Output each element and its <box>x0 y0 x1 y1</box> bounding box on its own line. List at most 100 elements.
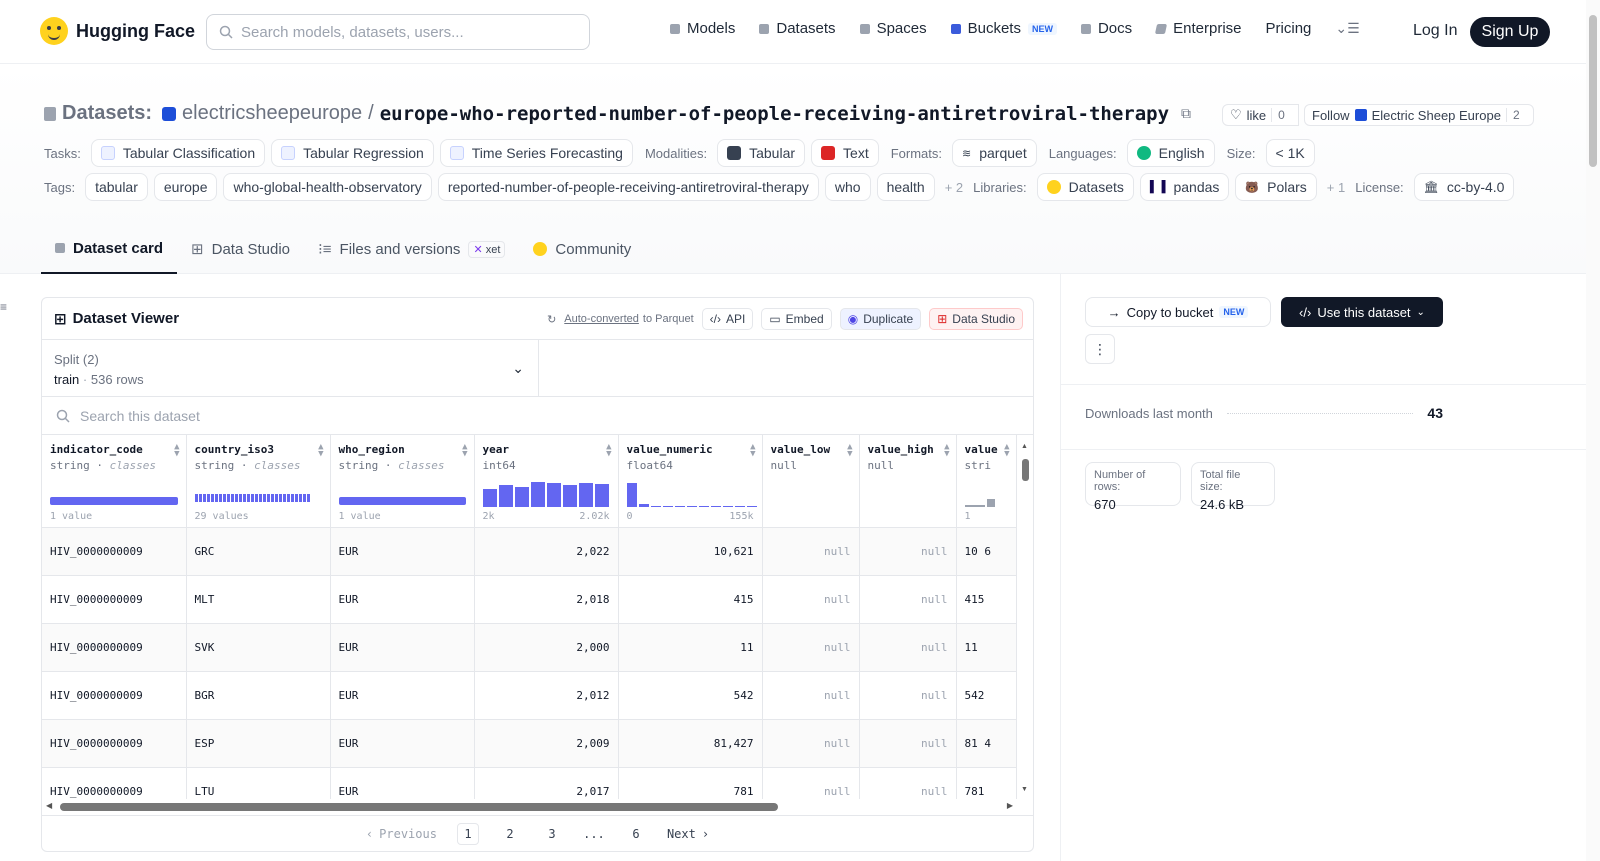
library-tag[interactable]: ▌▐ pandas <box>1139 173 1230 201</box>
table-cell: EUR <box>330 575 475 624</box>
page-button[interactable]: 1 <box>456 822 479 845</box>
page-button[interactable]: 3 <box>548 826 556 841</box>
column-header[interactable]: who_region string · classes ▲ ▼ 1 value <box>330 435 475 528</box>
column-header[interactable]: value_numeric float64 ▲ ▼ 0 155k <box>618 435 763 528</box>
tab-files-and-versions[interactable]: ⁝≡ Files and versions ✕ xet <box>304 224 519 274</box>
like-button[interactable]: ♡ like 0 <box>1222 104 1299 126</box>
previous-page-button[interactable]: ‹ Previous <box>365 826 437 841</box>
nav-spaces[interactable]: Spaces <box>859 20 927 37</box>
chevron-down-icon: ⌄ <box>1416 306 1425 318</box>
global-search-input[interactable] <box>241 23 561 41</box>
data-studio-button[interactable]: ⊞ Data Studio <box>929 308 1023 330</box>
repo-name[interactable]: europe-who-reported-number-of-people-rec… <box>379 102 1170 125</box>
duplicate-button[interactable]: ◉ Duplicate <box>839 308 922 330</box>
signup-button[interactable]: Sign Up <box>1470 17 1550 47</box>
task-tag[interactable]: Tabular Regression <box>271 139 434 167</box>
repo-tabs: Dataset card ⊞ Data Studio ⁝≡ Files and ve… <box>41 224 645 274</box>
copy-icon[interactable]: ⧉ <box>1181 105 1192 121</box>
nav-more-menu[interactable]: ⌄☰ <box>1335 20 1359 37</box>
table-cell: EUR <box>330 671 475 720</box>
topic-tag[interactable]: who <box>824 173 871 201</box>
tab-dataset-card[interactable]: Dataset card <box>41 224 178 274</box>
sort-icon[interactable]: ▲ ▼ <box>847 442 853 459</box>
tab-data-studio[interactable]: ⊞ Data Studio <box>177 224 304 274</box>
table-row[interactable]: HIV_0000000009 GRC EUR 2,022 10,621 null null 1… <box>42 527 1017 576</box>
table-row[interactable]: HIV_0000000009 SVK EUR 2,000 11 null null 11 <box>42 623 1017 672</box>
column-header[interactable]: value stri ▲ ▼ 1 <box>956 435 1017 528</box>
sort-icon[interactable]: ▲ ▼ <box>750 442 756 459</box>
column-distribution <box>338 479 466 509</box>
page-button[interactable]: 2 <box>506 826 514 841</box>
embed-label: Embed <box>785 312 824 326</box>
topic-tag[interactable]: tabular <box>85 173 148 201</box>
next-page-button[interactable]: Next › <box>666 826 710 841</box>
format-tag[interactable]: ≋ parquet <box>952 139 1037 167</box>
size-tag[interactable]: < 1K <box>1265 139 1315 167</box>
column-header[interactable]: country_iso3 string · classes ▲ ▼ 29 values <box>186 435 331 528</box>
table-icon: ⊞ <box>191 241 204 258</box>
nav-enterprise[interactable]: Enterprise <box>1155 20 1242 37</box>
nav-pricing[interactable]: Pricing <box>1266 20 1312 37</box>
section-label: Datasets: <box>62 102 153 124</box>
sort-icon[interactable]: ▲ ▼ <box>318 442 324 459</box>
login-link[interactable]: Log In <box>1413 22 1458 39</box>
nav-docs[interactable]: Docs <box>1080 20 1132 37</box>
copy-to-bucket-button[interactable]: → Copy to bucket NEW <box>1085 297 1271 327</box>
table-cell: 81,427 <box>618 719 763 768</box>
tab-community[interactable]: Community <box>519 224 645 274</box>
nav-models[interactable]: Models <box>670 20 735 37</box>
page-scrollbar[interactable] <box>1586 0 1600 861</box>
topic-tag[interactable]: health <box>876 173 935 201</box>
column-header[interactable]: year int64 ▲ ▼ 2k 2.02k <box>474 435 619 528</box>
vertical-scrollbar[interactable]: ▲ ▼ <box>1021 443 1029 793</box>
scroll-thumb[interactable] <box>60 803 778 811</box>
nav-buckets[interactable]: Buckets NEW <box>950 20 1057 37</box>
brand-logo[interactable]: Hugging Face <box>40 17 195 45</box>
page-button[interactable]: 6 <box>632 826 640 841</box>
sort-icon[interactable]: ▲ ▼ <box>944 442 950 459</box>
api-button[interactable]: ‹/› API <box>701 308 754 330</box>
task-tag[interactable]: Time Series Forecasting <box>439 139 633 167</box>
global-search[interactable] <box>206 14 590 50</box>
distribution-range: 1 <box>964 511 971 522</box>
library-tag[interactable]: Datasets <box>1036 173 1134 201</box>
auto-converted-link[interactable]: Auto-converted <box>564 313 639 325</box>
table-row[interactable]: HIV_0000000009 MLT EUR 2,018 415 null null 415 <box>42 575 1017 624</box>
sort-icon[interactable]: ▲ ▼ <box>1004 442 1010 459</box>
library-tag[interactable]: 🐻 Polars <box>1235 173 1317 201</box>
sort-icon[interactable]: ▲ ▼ <box>606 442 612 459</box>
column-header[interactable]: indicator_code string · classes ▲ ▼ 1 value <box>42 435 187 528</box>
column-name: value_low <box>770 443 831 456</box>
sidebar-toggle-icon[interactable]: ≡ <box>0 300 8 314</box>
embed-button[interactable]: ▭ Embed <box>761 308 832 330</box>
topic-tag[interactable]: reported-number-of-people-receiving-anti… <box>437 173 819 201</box>
license-tag[interactable]: 🏛 cc-by-4.0 <box>1413 173 1515 201</box>
more-libraries-button[interactable]: + 1 <box>1326 179 1346 195</box>
modality-tag[interactable]: Tabular <box>717 139 806 167</box>
follow-button[interactable]: Follow Electric Sheep Europe 2 <box>1304 104 1534 126</box>
topic-tag[interactable]: who-global-health-observatory <box>223 173 432 201</box>
bucket-icon <box>950 23 961 34</box>
tags-label: Tags: <box>44 179 76 195</box>
more-options-button[interactable]: ⋮ <box>1085 334 1115 364</box>
use-this-dataset-button[interactable]: ‹/› Use this dataset ⌄ <box>1281 297 1443 327</box>
more-tags-button[interactable]: + 2 <box>944 179 964 195</box>
owner-link[interactable]: electricsheepeurope <box>182 102 363 124</box>
nav-datasets[interactable]: Datasets <box>759 20 836 37</box>
modality-tag[interactable]: Text <box>811 139 879 167</box>
sort-icon[interactable]: ▲ ▼ <box>174 442 180 459</box>
dataset-search[interactable]: Search this dataset <box>42 397 1033 435</box>
language-tag[interactable]: English <box>1126 139 1215 167</box>
split-dropdown[interactable]: Split (2) train · 536 rows ⌄ <box>42 340 539 396</box>
table-row[interactable]: HIV_0000000009 BGR EUR 2,012 542 null null 542 <box>42 671 1017 720</box>
horizontal-scrollbar[interactable]: ◀ ▶ <box>42 799 1033 815</box>
column-name: who_region <box>338 443 405 456</box>
table-cell: 11 <box>956 623 1017 672</box>
table-row[interactable]: HIV_0000000009 ESP EUR 2,009 81,427 null null 8… <box>42 719 1017 768</box>
task-tag[interactable]: Tabular Classification <box>90 139 266 167</box>
topic-tag[interactable]: europe <box>153 173 218 201</box>
sort-icon[interactable]: ▲ ▼ <box>462 442 468 459</box>
page-scroll-thumb[interactable] <box>1589 15 1597 167</box>
column-header[interactable]: value_high null ▲ ▼ <box>859 435 957 528</box>
column-header[interactable]: value_low null ▲ ▼ <box>762 435 860 528</box>
